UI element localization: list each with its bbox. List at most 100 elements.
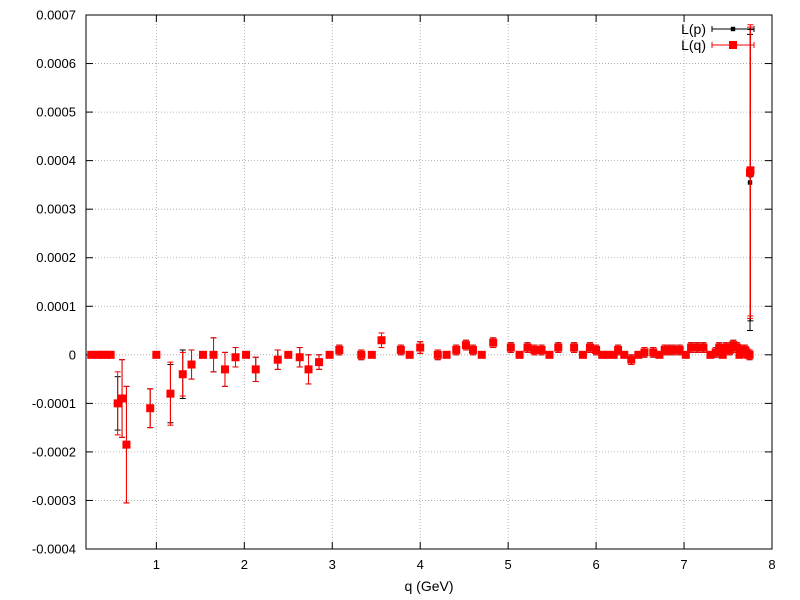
data-point (545, 350, 554, 359)
x-tick-label: 8 (768, 557, 775, 572)
y-tick-label: 0.0007 (36, 8, 76, 23)
data-point (106, 350, 115, 359)
plot-frame (85, 14, 773, 550)
series-l-q- (87, 24, 755, 504)
data-point (506, 343, 515, 352)
data-point (152, 350, 161, 359)
data-point (442, 350, 451, 359)
data-point (452, 345, 461, 354)
data-point (242, 350, 251, 359)
data-point (122, 440, 131, 449)
data-point (665, 345, 674, 354)
data-point (178, 370, 187, 379)
data-point (118, 394, 127, 403)
data-point (585, 343, 594, 352)
x-tick-label: 5 (505, 557, 512, 572)
data-point (715, 343, 724, 352)
data-point (718, 350, 727, 359)
data-point (570, 343, 579, 352)
x-tick-label: 2 (241, 557, 248, 572)
data-point (530, 345, 539, 354)
data-point (325, 350, 334, 359)
data-point (335, 345, 344, 354)
data-point (113, 399, 122, 408)
data-point (711, 348, 720, 357)
y-tick-label: -0.0001 (32, 396, 76, 411)
data-point (515, 350, 524, 359)
data-point (745, 350, 754, 359)
data-point (649, 348, 658, 357)
legend: L(p)L(q) (681, 21, 755, 53)
legend-marker (729, 41, 737, 49)
data-point (489, 338, 498, 347)
y-tick-label: 0.0004 (36, 153, 76, 168)
x-tick-label: 1 (153, 557, 160, 572)
data-point (578, 350, 587, 359)
data-point (405, 350, 414, 359)
data-point (660, 345, 669, 354)
data-point (220, 365, 229, 374)
y-tick-label: 0.0003 (36, 202, 76, 217)
data-point (416, 343, 425, 352)
data-point (461, 341, 470, 350)
data-point (627, 355, 636, 364)
y-tick-label: 0 (69, 347, 76, 362)
data-point (592, 345, 601, 354)
data-point (725, 345, 734, 354)
x-tick-label: 3 (329, 557, 336, 572)
y-tick-label: 0.0001 (36, 299, 76, 314)
data-point (746, 166, 755, 175)
tick-labels: -0.0004 -0.0003 -0.0002 -0.0001 0 0.0001 0.000… (32, 8, 776, 573)
x-axis-title: q (GeV) (404, 578, 453, 594)
data-point (166, 389, 175, 398)
data-point (468, 345, 477, 354)
data-point (97, 350, 106, 359)
data-point (251, 365, 260, 374)
data-point (687, 343, 696, 352)
data-point (537, 345, 546, 354)
data-point (699, 343, 708, 352)
data-point (706, 350, 715, 359)
data-point (295, 353, 304, 362)
y-tick-label: 0.0006 (36, 56, 76, 71)
data-point (357, 350, 366, 359)
data-point (554, 343, 563, 352)
data-point (681, 350, 690, 359)
data-point (146, 404, 155, 413)
data-point (669, 345, 678, 354)
x-tick-label: 7 (680, 557, 687, 572)
legend-label: L(p) (681, 21, 706, 37)
data-point (614, 345, 623, 354)
data-point (598, 350, 607, 359)
data-point (396, 345, 405, 354)
data-point (693, 343, 702, 352)
data-point (87, 350, 96, 359)
data-point (523, 343, 532, 352)
y-tick-label: 0.0005 (36, 105, 76, 120)
x-tick-label: 6 (592, 557, 599, 572)
series-layer (87, 24, 755, 504)
data-point (603, 350, 612, 359)
data-point (315, 358, 324, 367)
data-point (433, 350, 442, 359)
data-point (640, 348, 649, 357)
data-point (477, 350, 486, 359)
data-point (231, 353, 240, 362)
data-point (93, 350, 102, 359)
data-point (620, 350, 629, 359)
data-point (304, 365, 313, 374)
legend-label: L(q) (681, 37, 706, 53)
data-point (675, 345, 684, 354)
data-point (273, 355, 282, 364)
y-tick-label: -0.0002 (32, 444, 76, 459)
data-point (209, 350, 218, 359)
x-tick-label: 4 (417, 557, 424, 572)
data-point (609, 350, 618, 359)
data-point (634, 350, 643, 359)
data-point (284, 350, 293, 359)
y-tick-label: 0.0002 (36, 250, 76, 265)
data-point (732, 343, 741, 352)
data-point (102, 350, 111, 359)
